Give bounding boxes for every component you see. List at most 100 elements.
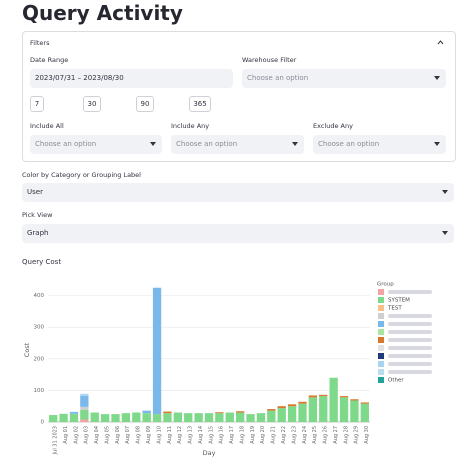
caret <box>442 231 448 235</box>
legend-label-redacted <box>388 290 432 294</box>
selected-value: User <box>27 188 43 196</box>
x-tick-label: Aug 12 <box>177 426 183 444</box>
bar-segment <box>49 415 58 422</box>
placeholder: Choose an option <box>176 140 238 148</box>
exclude-any-label: Exclude Any <box>313 122 353 130</box>
legend-label-redacted <box>388 330 432 334</box>
bar-segment <box>277 408 286 422</box>
range-button[interactable]: 90 <box>136 96 154 112</box>
bar-segment <box>152 414 162 422</box>
page-title: Query Activity <box>22 1 183 25</box>
legend-label-redacted <box>388 314 432 318</box>
legend-swatch <box>378 337 384 343</box>
bar-segment <box>225 412 234 422</box>
bar-segment <box>236 411 245 413</box>
x-tick-label: Aug 29 <box>354 426 360 444</box>
legend-swatch <box>378 305 384 311</box>
bar-segment <box>163 413 172 422</box>
include-any-select[interactable]: Choose an option <box>171 135 304 154</box>
legend-title: Group <box>377 282 394 288</box>
legend-swatch <box>378 361 384 367</box>
x-tick-label: Aug 27 <box>333 426 339 444</box>
x-tick-label: Aug 18 <box>239 426 245 444</box>
legend-swatch <box>378 321 384 327</box>
bar-segment <box>100 414 110 422</box>
include-all-select[interactable]: Choose an option <box>30 135 162 154</box>
x-tick-label: Aug 17 <box>229 426 235 444</box>
bar-segment <box>152 287 162 415</box>
filters-label[interactable]: Filters <box>30 39 50 47</box>
x-tick-label: Aug 23 <box>291 426 297 444</box>
x-tick-label: Aug 04 <box>94 426 100 444</box>
x-tick-label: Aug 15 <box>208 426 214 444</box>
legend-swatch <box>378 345 384 351</box>
bar-segment <box>267 410 276 422</box>
x-tick-label: Aug 25 <box>312 426 318 444</box>
x-tick-label: Aug 06 <box>115 426 121 444</box>
x-tick-label: Aug 19 <box>250 426 256 444</box>
legend-swatch <box>378 353 384 359</box>
bar-segment <box>163 411 172 414</box>
x-tick-label: Aug 22 <box>281 426 287 444</box>
x-tick-label: Aug 13 <box>188 426 194 444</box>
x-tick-label: Jul 31 2023 <box>52 426 58 455</box>
placeholder: Choose an option <box>318 140 380 148</box>
date-range-label: Date Range <box>30 56 69 64</box>
bar-segment <box>80 395 89 407</box>
bar-segment <box>173 412 182 422</box>
x-tick-label: Aug 16 <box>219 426 225 444</box>
legend-label-redacted <box>388 338 432 342</box>
bar-segment <box>121 413 131 422</box>
chart-title: Query Cost <box>22 258 61 266</box>
bar-segment <box>339 396 349 398</box>
x-tick-label: Aug 28 <box>343 426 349 444</box>
y-tick-label: 400 <box>34 293 45 299</box>
x-tick-label: Aug 26 <box>323 426 329 444</box>
range-button[interactable]: 30 <box>83 96 101 112</box>
legend-label-redacted <box>388 370 432 374</box>
legend-label: TEST <box>387 306 402 312</box>
caret <box>434 76 440 80</box>
bar-segment <box>319 394 328 397</box>
x-tick-label: Aug 11 <box>167 426 173 444</box>
x-tick-label: Aug 05 <box>104 426 110 444</box>
warehouse-select[interactable]: Choose an option <box>242 69 446 88</box>
y-tick-label: 300 <box>34 325 45 331</box>
pick-view-select[interactable]: Graph <box>22 224 454 243</box>
bar-segment <box>69 411 79 414</box>
range-button[interactable]: 7 <box>30 96 44 112</box>
y-tick-label: 200 <box>34 356 45 362</box>
color-by-select[interactable]: User <box>22 183 454 202</box>
bar-segment <box>69 413 79 422</box>
bar-segment <box>277 406 286 409</box>
x-tick-label: Aug 01 <box>63 426 69 444</box>
color-by-label: Color by Category or Grouping Label <box>22 171 141 179</box>
legend-label: SYSTEM <box>388 298 410 304</box>
warehouse-filter-label: Warehouse Filter <box>242 56 297 64</box>
caret <box>434 142 440 146</box>
bar-segment <box>360 402 369 404</box>
legend-swatch <box>378 289 384 295</box>
selected-value: Graph <box>27 229 49 237</box>
bar-segment <box>132 412 141 422</box>
exclude-any-select[interactable]: Choose an option <box>313 135 446 154</box>
range-button[interactable]: 365 <box>189 96 211 112</box>
bar-segment <box>236 412 245 422</box>
collapse-icon[interactable] <box>437 40 444 45</box>
y-tick-label: 0 <box>41 420 45 426</box>
x-tick-label: Aug 21 <box>271 426 277 444</box>
caret <box>292 142 298 146</box>
placeholder: Choose an option <box>35 140 97 148</box>
y-axis-label: Cost <box>23 342 31 357</box>
bar-segment <box>308 397 318 422</box>
date-range-input[interactable]: 2023/07/31 – 2023/08/30 <box>30 69 233 88</box>
bar-segment <box>142 410 151 414</box>
legend-label-redacted <box>388 354 432 358</box>
bar-segment <box>215 412 224 414</box>
bar-segment <box>339 397 349 422</box>
bar-segment <box>308 395 318 398</box>
x-tick-label: Aug 14 <box>198 426 204 444</box>
legend-label-redacted <box>388 322 432 326</box>
x-tick-label: Aug 03 <box>84 426 90 444</box>
